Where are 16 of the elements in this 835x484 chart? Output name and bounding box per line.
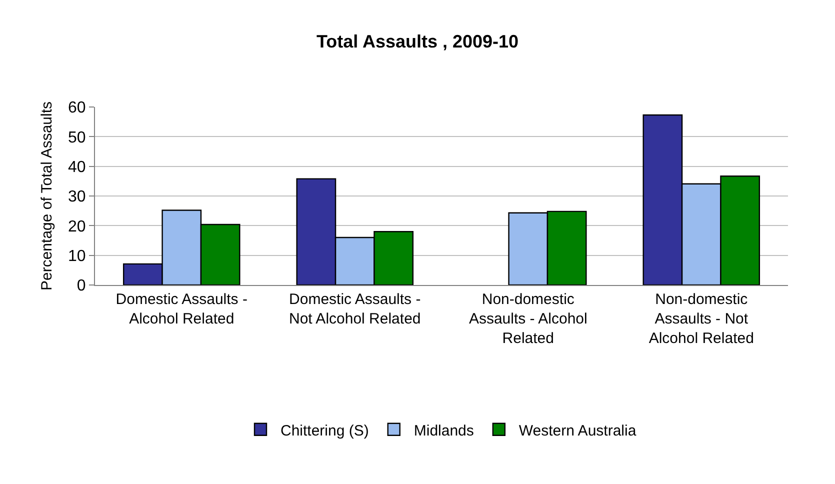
y-tick-label: 40 — [68, 158, 86, 176]
y-tick-label: 0 — [76, 278, 86, 295]
y-tick-label: 50 — [68, 129, 86, 146]
x-tick-label: Non-domestic Assaults - Alcohol Related — [468, 291, 588, 347]
legend-label: Western Australia — [518, 422, 637, 440]
y-tick-label: 60 — [68, 100, 86, 117]
y-tick-label: 10 — [68, 248, 86, 265]
x-tick-label: Non-domestic Assaults - Not Alcohol Related — [648, 291, 754, 347]
chart-title: Total Assaults , 2009-10 — [316, 31, 519, 52]
legend-label: Midlands — [414, 422, 474, 440]
y-tick-label: 20 — [68, 218, 86, 236]
y-tick-label: 30 — [68, 188, 86, 206]
x-tick-label: Domestic Assaults - Not Alcohol Related — [289, 291, 421, 328]
y-axis-title: Percentage of Total Assaults — [38, 101, 56, 291]
legend-label: Chittering (S) — [280, 422, 369, 440]
x-tick-label: Domestic Assaults - Alcohol Related — [116, 291, 248, 328]
